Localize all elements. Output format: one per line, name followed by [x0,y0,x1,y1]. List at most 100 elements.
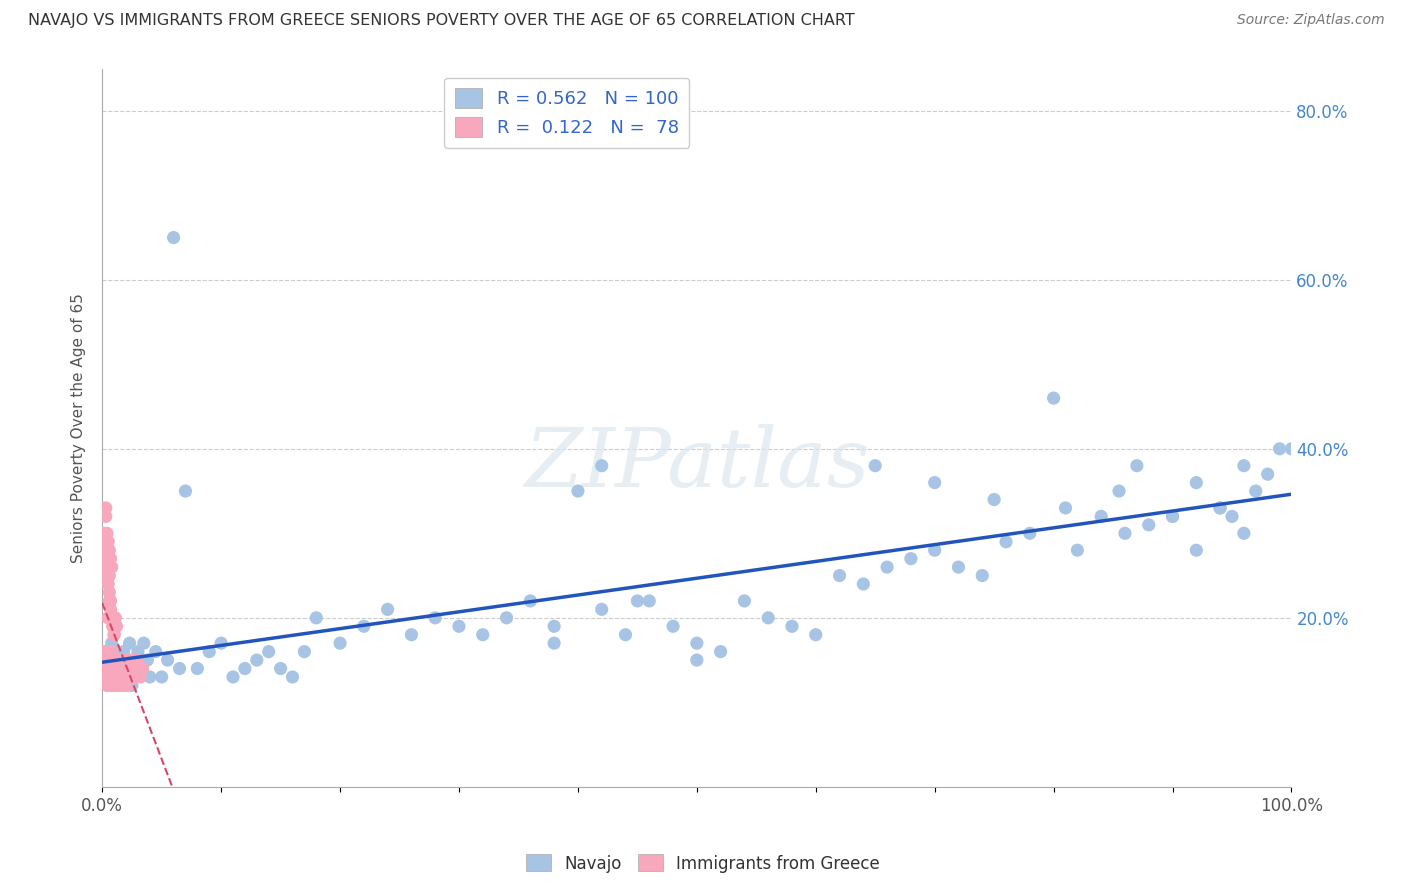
Point [174,484,197,499]
Point [97,661,120,675]
Point [156,653,179,667]
Point [995,534,1018,549]
Point [1108,484,1130,499]
Point [131,661,153,675]
Point [93,661,115,675]
Point [121,653,143,667]
Point [103,628,125,642]
Point [105,678,128,692]
Point [103,670,125,684]
Point [96,661,118,675]
Point [103,653,125,667]
Point [132,636,155,650]
Point [129,661,152,675]
Text: Source: ZipAtlas.com: Source: ZipAtlas.com [1237,13,1385,28]
Point [98,543,121,558]
Point [108,670,131,684]
Point [97,577,120,591]
Point [401,628,423,642]
Text: ZIPatlas: ZIPatlas [524,424,869,504]
Point [139,670,162,684]
Point [1054,500,1077,515]
Point [93,526,115,541]
Point [100,670,122,684]
Point [114,670,136,684]
Point [495,611,517,625]
Point [281,670,304,684]
Point [246,653,269,667]
Point [98,661,121,675]
Point [543,636,565,650]
Point [209,636,232,650]
Text: NAVAJO VS IMMIGRANTS FROM GREECE SENIORS POVERTY OVER THE AGE OF 65 CORRELATION : NAVAJO VS IMMIGRANTS FROM GREECE SENIORS… [28,13,855,29]
Point [104,661,127,675]
Point [924,543,946,558]
Point [107,678,129,692]
Point [270,661,292,675]
Point [124,661,146,675]
Point [1137,517,1160,532]
Point [108,661,131,675]
Point [924,475,946,490]
Point [101,619,124,633]
Y-axis label: Seniors Poverty Over the Age of 65: Seniors Poverty Over the Age of 65 [72,293,86,563]
Point [93,645,115,659]
Point [1209,500,1232,515]
Point [638,594,661,608]
Legend: R = 0.562   N = 100, R =  0.122   N =  78: R = 0.562 N = 100, R = 0.122 N = 78 [444,78,689,148]
Point [103,653,125,667]
Point [101,678,124,692]
Point [519,594,541,608]
Point [118,636,141,650]
Point [1281,442,1303,456]
Point [117,653,139,667]
Point [94,509,117,524]
Point [110,678,132,692]
Point [591,602,613,616]
Point [100,551,122,566]
Point [257,645,280,659]
Point [198,645,221,659]
Point [117,661,139,675]
Point [108,678,131,692]
Point [1018,526,1040,541]
Point [804,628,827,642]
Point [124,670,146,684]
Point [110,670,132,684]
Point [114,678,136,692]
Point [1114,526,1136,541]
Point [543,619,565,633]
Point [108,661,131,675]
Point [98,594,121,608]
Point [101,661,124,675]
Point [425,611,447,625]
Point [1042,391,1064,405]
Point [852,577,875,591]
Point [94,653,117,667]
Point [111,678,134,692]
Point [1268,442,1291,456]
Point [100,602,122,616]
Point [97,611,120,625]
Point [98,568,121,582]
Point [100,645,122,659]
Point [662,619,685,633]
Point [100,560,122,574]
Point [127,645,149,659]
Point [96,678,118,692]
Point [222,670,245,684]
Point [1257,467,1279,482]
Point [104,653,127,667]
Point [150,670,173,684]
Point [97,568,120,582]
Point [112,645,135,659]
Point [972,568,994,582]
Point [98,678,121,692]
Point [1209,500,1232,515]
Point [100,611,122,625]
Point [96,551,118,566]
Point [115,678,138,692]
Point [1185,543,1208,558]
Point [136,653,159,667]
Point [983,492,1005,507]
